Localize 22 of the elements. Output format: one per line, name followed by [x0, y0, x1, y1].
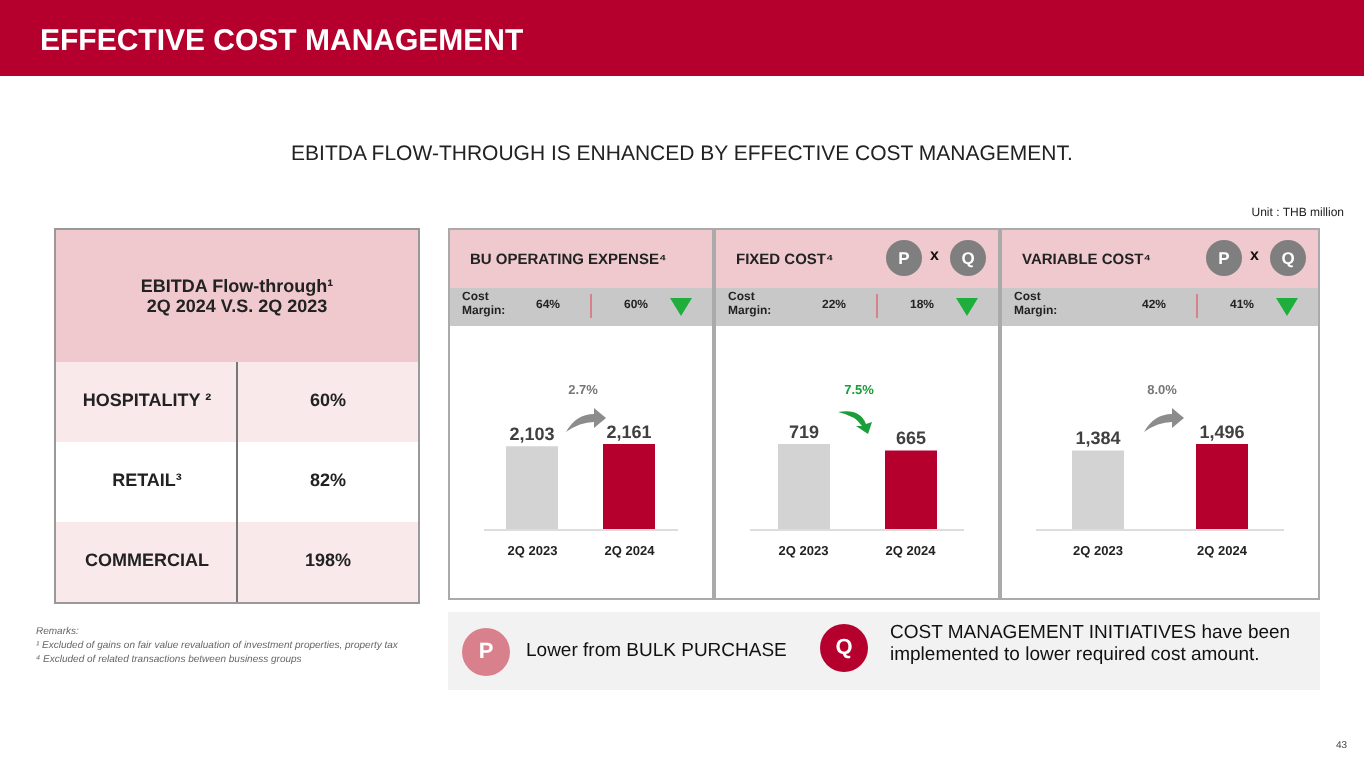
text: P — [462, 628, 510, 676]
text: HOSPITALITY ² — [80, 390, 214, 410]
text: COST MANAGEMENT INITIATIVES have been implemented to lower required cost amount. — [890, 622, 1293, 666]
text: EBITDA Flow-through¹ — [140, 276, 334, 296]
data-label: 1,384 — [1075, 428, 1121, 449]
text: 60% — [307, 390, 348, 410]
text: Q — [820, 624, 868, 672]
text: Lower from BULK PURCHASE — [526, 640, 787, 662]
text: 198% — [302, 550, 354, 570]
text: x — [930, 246, 939, 264]
data-label: 2,161 — [606, 422, 652, 442]
text: COMMERCIAL — [83, 550, 211, 570]
data-label: 719 — [788, 422, 820, 442]
text: x — [1250, 246, 1259, 264]
text: EBITDA FLOW-THROUGH IS ENHANCED BY EFFECTIVE COST MANAGEMENT. — [289, 142, 1075, 166]
text: 2Q 2024 V.S. 2Q 2023 — [146, 296, 328, 316]
text: EFFECTIVE COST MANAGEMENT — [40, 24, 524, 58]
data-label: 665 — [895, 428, 927, 449]
text: 82% — [307, 470, 348, 490]
data-label: 1,496 — [1199, 422, 1245, 442]
data-label: 2,103 — [509, 424, 555, 445]
text: RETAIL³ — [110, 470, 184, 490]
